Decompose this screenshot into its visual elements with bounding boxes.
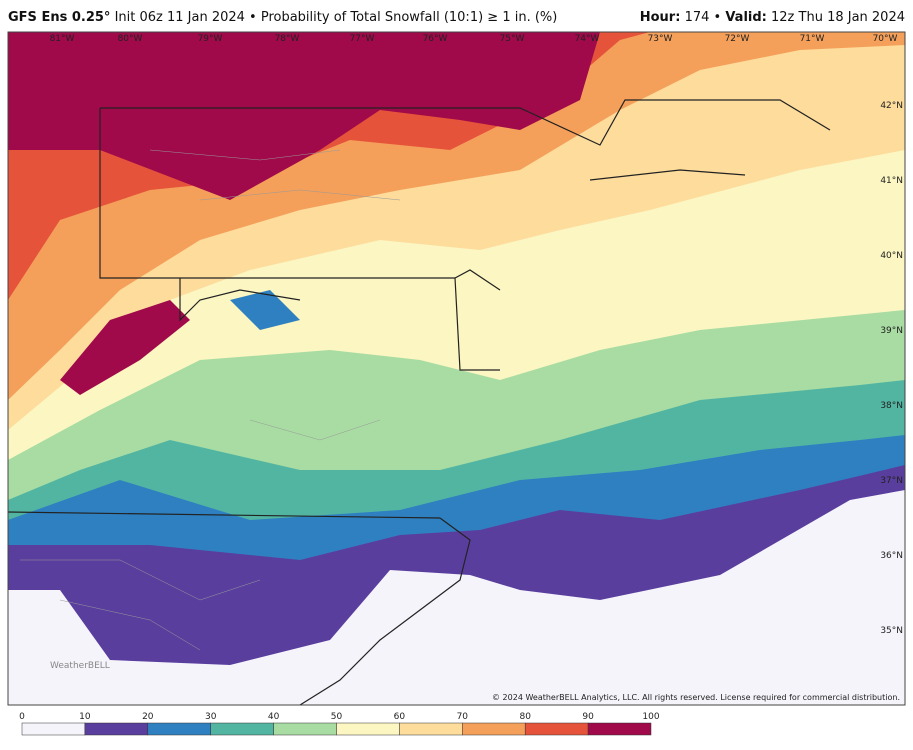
band <box>230 290 300 330</box>
colorbar-swatch <box>147 722 211 736</box>
hour-label: Hour: <box>639 10 681 25</box>
lon-label: 70°W <box>873 34 898 44</box>
valid: 12z Thu 18 Jan 2024 <box>771 10 905 25</box>
hour: 174 • <box>684 10 722 25</box>
colorbar-tick-label: 0 <box>19 712 25 722</box>
model: GFS Ens 0.25° <box>8 10 111 25</box>
description: Init 06z 11 Jan 2024 • Probability of To… <box>114 10 558 25</box>
probability-field <box>8 32 905 705</box>
colorbar-tick-label: 70 <box>457 712 469 722</box>
lat-label: 38°N <box>880 401 903 411</box>
colorbar-tick-label: 80 <box>519 712 531 722</box>
lon-label: 80°W <box>118 34 143 44</box>
lat-label: 41°N <box>880 176 903 186</box>
copyright: © 2024 WeatherBELL Analytics, LLC. All r… <box>492 693 900 702</box>
lon-label: 74°W <box>575 34 600 44</box>
colorbar-swatch <box>21 722 86 736</box>
colorbar-tick-label: 40 <box>268 712 280 722</box>
valid-info: Hour: 174 • Valid: 12z Thu 18 Jan 2024 <box>640 10 905 25</box>
borders <box>8 99 831 705</box>
lat-label: 35°N <box>880 626 903 636</box>
band <box>60 300 190 395</box>
colorbar-tick-label: 50 <box>331 712 343 722</box>
colorbar-swatch <box>84 722 149 736</box>
colorbar: 0 10 20 30 40 50 60 70 80 90 100 <box>19 712 660 736</box>
colorbar-swatch <box>273 722 337 736</box>
colorbar-tick-label: 90 <box>582 712 594 722</box>
lon-label: 79°W <box>198 34 223 44</box>
colorbar-swatch <box>399 722 463 736</box>
colorbar-tick-label: 60 <box>394 712 406 722</box>
header: GFS Ens 0.25° Init 06z 11 Jan 2024 • Pro… <box>8 10 905 25</box>
lat-label: 40°N <box>880 251 903 261</box>
lat-label: 37°N <box>880 476 903 486</box>
lat-label: 39°N <box>880 326 903 336</box>
lon-label: 81°W <box>50 34 75 44</box>
lat-label: 36°N <box>880 551 903 561</box>
lon-label: 75°W <box>500 34 525 44</box>
lon-label: 73°W <box>648 34 673 44</box>
colorbar-swatch <box>336 722 400 736</box>
band <box>8 32 905 200</box>
colorbar-swatch <box>462 722 526 736</box>
lon-label: 76°W <box>423 34 448 44</box>
map-frame <box>7 31 906 706</box>
colorbar-swatch <box>210 722 274 736</box>
valid-label: Valid: <box>725 10 767 25</box>
colorbar-tick-label: 20 <box>142 712 154 722</box>
colorbar-swatch <box>524 722 589 736</box>
colorbar-tick-label: 30 <box>205 712 217 722</box>
lon-label: 71°W <box>800 34 825 44</box>
colorbar-tick-label: 10 <box>79 712 91 722</box>
watermark: WeatherBELL <box>50 661 110 671</box>
colorbar-tick-label: 100 <box>642 712 659 722</box>
lat-label: 42°N <box>880 101 903 111</box>
county-lines <box>20 149 401 651</box>
lon-label: 78°W <box>275 34 300 44</box>
colorbar-swatch <box>587 722 652 736</box>
lon-label: 72°W <box>725 34 750 44</box>
lon-label: 77°W <box>350 34 375 44</box>
